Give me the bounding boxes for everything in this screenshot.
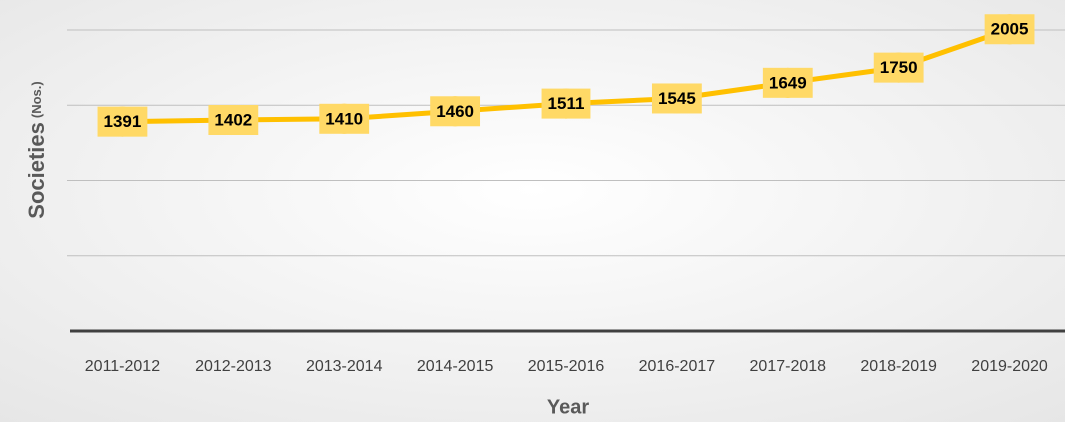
x-tick-label: 2014-2015	[417, 358, 494, 375]
data-label: 2005	[991, 20, 1029, 39]
x-tick-label: 2013-2014	[306, 358, 383, 375]
data-label-box	[430, 96, 481, 127]
data-label-group: 1460	[430, 96, 481, 127]
data-label-box	[984, 14, 1035, 45]
x-tick-label: 2018-2019	[860, 358, 937, 375]
data-label: 1460	[436, 102, 474, 121]
data-label: 1649	[769, 73, 807, 92]
x-tick-label: 2015-2016	[528, 358, 605, 375]
data-label-box	[319, 103, 370, 134]
data-label-group: 1649	[762, 67, 813, 98]
y-label-main: Societies	[24, 122, 49, 219]
data-label-box	[541, 88, 591, 119]
data-label-group: 1750	[873, 52, 924, 83]
data-label-group: 1545	[651, 83, 702, 114]
data-label: 1511	[548, 94, 585, 113]
data-label: 1402	[214, 110, 252, 129]
data-label-box	[762, 67, 813, 98]
data-label: 1391	[104, 112, 142, 131]
data-label-group: 1511	[541, 88, 591, 119]
x-tick-label: 2019-2020	[971, 358, 1048, 375]
data-label-group: 2005	[984, 14, 1035, 45]
data-label-box	[651, 83, 702, 114]
x-tick-label: 2011-2012	[85, 358, 160, 375]
data-label-box	[97, 106, 148, 137]
data-label-box	[873, 52, 924, 83]
x-tick-label: 2016-2017	[639, 358, 716, 375]
x-tick-label: 2017-2018	[750, 358, 827, 375]
y-axis-label: Societies (Nos.)	[24, 81, 49, 218]
data-label-box	[208, 104, 259, 135]
y-label-unit: (Nos.)	[29, 81, 44, 118]
data-label-group: 1402	[208, 104, 259, 135]
data-label: 1750	[880, 58, 918, 77]
data-label-group: 1391	[97, 106, 148, 137]
data-label: 1545	[658, 89, 696, 108]
x-tick-label: 2012-2013	[195, 358, 272, 375]
data-label-group: 1410	[319, 103, 370, 134]
data-label: 1410	[325, 109, 363, 128]
x-axis-label: Year	[547, 396, 589, 418]
